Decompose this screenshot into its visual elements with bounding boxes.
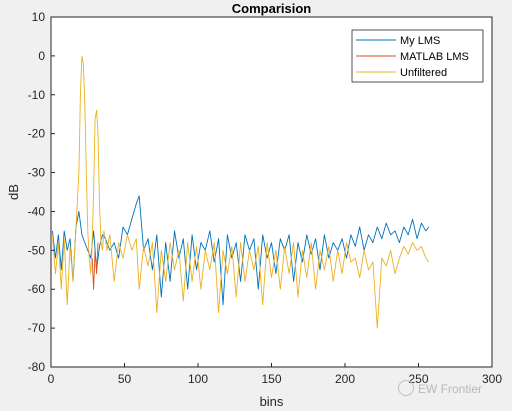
x-axis-label: bins [260, 394, 284, 409]
series-line-unfiltered [52, 55, 430, 329]
x-tick-label: 50 [118, 372, 132, 386]
x-tick-label: 200 [335, 372, 355, 386]
chart-title: Comparision [232, 1, 312, 16]
axis-ticks: 0 50 100 150 200 250 300100-10-20-30-40-50-60-… [28, 10, 503, 386]
y-axis-label: dB [6, 184, 21, 200]
y-tick-label: -30 [28, 166, 46, 180]
x-tick-label: 300 [482, 372, 502, 386]
x-tick-label: 100 [188, 372, 208, 386]
watermark-logo-icon [398, 380, 414, 396]
x-tick-label: 150 [261, 372, 281, 386]
series-line-matlab-lms [91, 242, 99, 290]
watermark: EW Frontier [398, 380, 482, 396]
legend-label-matlab-lms: MATLAB LMS [400, 51, 469, 63]
legend: My LMS MATLAB LMS Unfiltered [351, 29, 484, 83]
y-tick-label: 0 [38, 49, 45, 63]
y-tick-label: -10 [28, 88, 46, 102]
y-tick-label: -20 [28, 127, 46, 141]
plot-marks [52, 55, 430, 329]
y-tick-label: -80 [28, 360, 46, 374]
y-tick-label: -70 [28, 321, 46, 335]
x-tick-label: 0 [48, 372, 55, 386]
legend-label-unfiltered: Unfiltered [400, 67, 447, 79]
x-tick-label: 250 [408, 372, 428, 386]
y-tick-label: -50 [28, 243, 46, 257]
legend-label-my-lms: My LMS [400, 35, 440, 47]
watermark-text: EW Frontier [418, 382, 483, 396]
y-tick-label: -60 [28, 282, 46, 296]
y-tick-label: 10 [32, 10, 46, 24]
y-tick-label: -40 [28, 204, 46, 218]
